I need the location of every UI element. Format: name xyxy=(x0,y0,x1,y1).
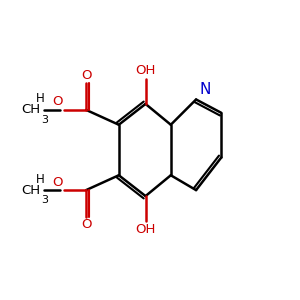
Text: O: O xyxy=(52,95,62,108)
Text: H: H xyxy=(36,173,44,186)
Text: N: N xyxy=(200,82,211,97)
Text: 3: 3 xyxy=(41,196,49,206)
Text: O: O xyxy=(81,218,91,231)
Text: CH: CH xyxy=(21,184,40,196)
Text: 3: 3 xyxy=(41,115,49,125)
Text: O: O xyxy=(81,69,91,82)
Text: OH: OH xyxy=(135,64,156,77)
Text: CH: CH xyxy=(21,103,40,116)
Text: H: H xyxy=(36,92,44,105)
Text: O: O xyxy=(52,176,62,189)
Text: OH: OH xyxy=(135,223,156,236)
